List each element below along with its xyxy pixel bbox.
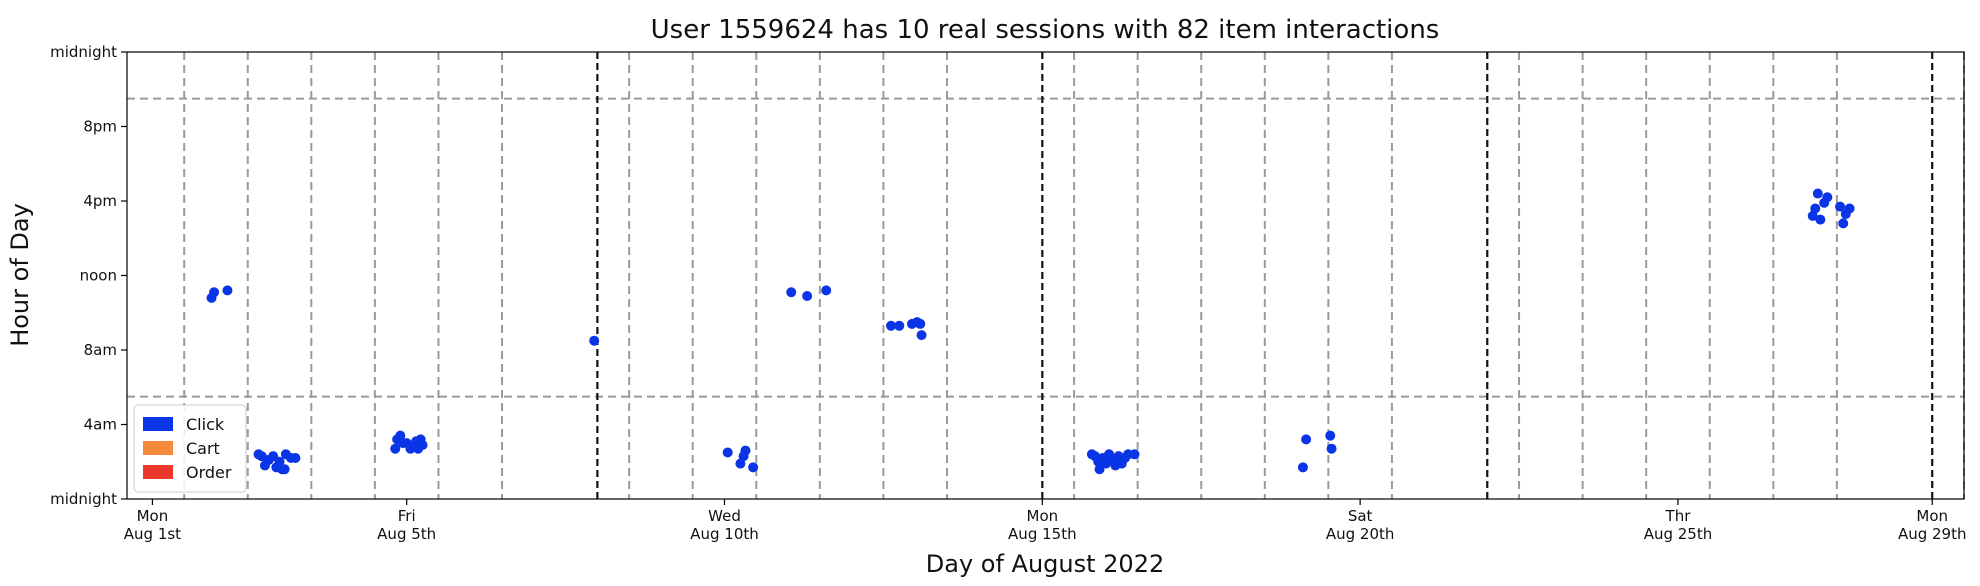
data-point [916,330,927,341]
x-tick-label-weekday: Thr [1665,507,1692,525]
legend-label: Cart [186,439,220,458]
data-point [222,285,233,296]
data-point [1325,430,1336,441]
x-tick-label-weekday: Mon [1027,507,1059,525]
x-tick-label-weekday: Sat [1348,507,1373,525]
x-tick-label-weekday: Mon [137,507,169,525]
legend-swatch [143,441,173,455]
x-tick-label-date: Aug 10th [690,525,759,543]
data-point [589,335,600,346]
data-point [1301,434,1312,445]
y-axis-label: Hour of Day [6,203,34,347]
x-tick-label-weekday: Mon [1916,507,1948,525]
data-point [1810,203,1821,214]
grid-layer [127,52,1965,499]
data-point [740,445,751,456]
y-tick-label: noon [80,267,117,285]
data-point [821,285,832,296]
y-tick-label: 8am [84,341,117,359]
y-tick-label: midnight [50,490,117,508]
data-point [1822,192,1833,203]
legend-label: Order [186,463,232,482]
data-point [886,320,897,331]
data-point [722,447,733,458]
x-tick-label-date: Aug 25th [1644,525,1713,543]
data-point [1326,443,1337,454]
data-point [209,287,220,298]
legend-entries: Click Cart Order [143,415,232,482]
data-point [1838,218,1849,229]
x-tick-label-date: Aug 15th [1008,525,1077,543]
y-tick-label: 8pm [83,118,117,136]
x-tick-label-date: Aug 5th [377,525,436,543]
data-point [1129,449,1140,460]
data-point [915,318,926,329]
data-point [1815,214,1826,225]
x-tick-label-weekday: Fri [398,507,416,525]
y-axis-ticks: midnight 4am 8am noon 4pm 8pm midnight [50,43,127,508]
x-tick-label-date: Aug 1st [124,525,181,543]
data-point [290,453,301,464]
x-tick-label-date: Aug 29th [1898,525,1967,543]
legend-swatch [143,417,173,431]
data-point [1812,188,1823,199]
legend-label: Click [186,415,225,434]
points-layer [206,188,1855,475]
chart-title: User 1559624 has 10 real sessions with 8… [651,15,1440,45]
data-point [390,443,401,454]
data-point [1835,201,1846,212]
x-tick-label-weekday: Wed [708,507,741,525]
y-tick-label: 4pm [83,192,117,210]
data-point [1297,462,1308,473]
x-axis-label: Day of August 2022 [926,550,1164,578]
data-point [802,290,813,301]
legend-swatch [143,465,173,479]
y-tick-label: 4am [84,416,117,434]
data-point [1844,203,1855,214]
y-tick-label: midnight [50,43,117,61]
data-point [417,439,428,450]
legend: Click Cart Order [133,404,247,493]
x-tick-label-date: Aug 20th [1326,525,1395,543]
data-point [748,462,759,473]
data-point [894,320,905,331]
data-point [279,464,290,475]
data-point [786,287,797,298]
